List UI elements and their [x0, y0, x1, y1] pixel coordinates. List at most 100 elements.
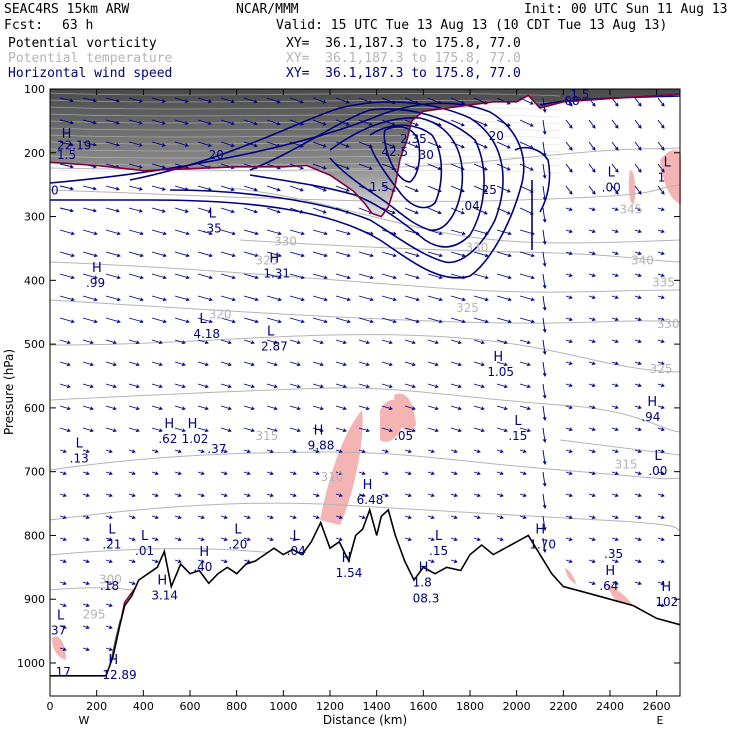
- wind-contour-label: 20: [489, 129, 504, 143]
- theta-contour-label: 320: [209, 308, 232, 322]
- wind-vector-arrow: [128, 163, 143, 169]
- wind-vector-arrow: [657, 449, 665, 454]
- wind-vector-arrow: [588, 537, 596, 542]
- pv-positive-patch: [660, 150, 681, 205]
- wind-vector-arrow: [335, 295, 351, 302]
- wind-vector-arrow: [289, 317, 305, 324]
- wind-vector-arrow: [82, 229, 98, 236]
- wind-vector-arrow: [59, 97, 74, 103]
- wind-vector-arrow: [381, 273, 397, 280]
- wind-vector-arrow: [174, 559, 182, 564]
- wind-vector-arrow: [634, 427, 642, 432]
- wind-vector-arrow: [634, 537, 642, 542]
- extremum-marker: L: [654, 449, 662, 464]
- extremum-value: .15: [508, 429, 527, 443]
- wind-vector-arrow: [289, 229, 305, 236]
- wind-vector-arrow: [59, 625, 67, 630]
- wind-vector-arrow: [381, 163, 396, 170]
- wind-vector-arrow: [128, 251, 144, 258]
- wind-vector-arrow: [151, 207, 166, 213]
- wind-vector-arrow: [473, 471, 481, 476]
- wind-vector-arrow: [657, 207, 665, 212]
- extremum-value: .13: [70, 451, 89, 465]
- wind-vector-arrow: [657, 515, 665, 520]
- y-tick-label: 600: [24, 402, 45, 415]
- wind-vector-arrow: [197, 251, 213, 258]
- wind-vector-arrow: [266, 471, 274, 476]
- wind-vector-arrow: [634, 405, 642, 410]
- wind-vector-arrow: [450, 97, 465, 105]
- wind-vector-arrow: [611, 405, 619, 410]
- wind-vector-arrow: [634, 361, 642, 366]
- wind-vector-arrow: [450, 185, 465, 193]
- wind-vector-arrow: [358, 185, 373, 192]
- x-tick-label: 200: [86, 700, 107, 713]
- wind-vector-arrow: [588, 141, 596, 151]
- pv-striation-line: [49, 127, 561, 132]
- wind-vector-arrow: [220, 361, 232, 367]
- wind-vector-arrow: [197, 295, 213, 302]
- wind-vector-arrow: [657, 185, 665, 195]
- wind-vector-arrow: [634, 251, 642, 256]
- wind-vector-arrow: [496, 251, 512, 258]
- wind-vector-arrow: [59, 251, 75, 258]
- wind-vector-arrow: [335, 405, 347, 411]
- wind-vector-arrow: [496, 537, 504, 542]
- extremum-marker: H: [164, 417, 174, 432]
- wind-vector-arrow: [358, 251, 374, 258]
- extremum-value: 1.70: [529, 537, 556, 551]
- extremum-marker: H: [605, 564, 615, 579]
- extremum-value: 1.02: [182, 432, 209, 446]
- pv-striation-line: [49, 106, 561, 111]
- wind-vector-arrow: [82, 339, 94, 345]
- wind-vector-arrow: [565, 317, 573, 322]
- wind-vector-arrow: [59, 559, 67, 564]
- wind-vector-arrow: [657, 163, 665, 173]
- extremum-value: 1.8: [413, 576, 432, 590]
- wind-vector-arrow: [565, 119, 573, 129]
- wind-vector-arrow: [220, 339, 232, 345]
- wind-vector-arrow: [611, 207, 619, 212]
- wind-vector-arrow: [588, 383, 596, 388]
- wind-vector-arrow: [404, 317, 420, 324]
- wind-vector-arrow: [473, 405, 485, 411]
- wind-vector-arrow: [174, 207, 189, 213]
- wind-vector-arrow: [634, 581, 642, 586]
- wind-vector-arrow: [634, 559, 642, 564]
- wind-vector-arrow: [496, 405, 508, 411]
- wind-vector-arrow: [450, 317, 466, 324]
- extremum-value: 9.88: [308, 439, 335, 453]
- wind-vector-arrow: [243, 449, 251, 454]
- wind-vector-arrow: [312, 361, 324, 367]
- wind-vector-arrow: [450, 163, 465, 171]
- extremum-value: 1: [658, 171, 666, 185]
- extremum-marker: H: [363, 478, 373, 493]
- extremum-marker: L: [141, 529, 149, 544]
- wind-vector-arrow: [151, 449, 159, 454]
- tropopause-line: [49, 93, 681, 218]
- wind-vector-arrow: [335, 251, 351, 258]
- wind-vector-arrow: [289, 207, 304, 214]
- wind-contour-label: .04: [461, 199, 480, 213]
- wind-vector-arrow: [151, 427, 163, 433]
- wind-vector-arrow: [381, 97, 396, 104]
- wind-vector-arrow: [381, 119, 396, 126]
- wind-vector-arrow: [588, 295, 596, 300]
- theta-contour-layer: [49, 147, 681, 601]
- wind-vector-arrow: [565, 185, 573, 195]
- wind-vector-arrow: [473, 427, 485, 433]
- field-name-pv: Potential vorticity: [8, 36, 157, 51]
- wind-vector-arrow: [151, 251, 167, 258]
- wind-vector-arrow: [611, 185, 619, 195]
- wind-vector-arrow: [565, 449, 573, 454]
- wind-contour-label: 42.5: [381, 145, 408, 159]
- wind-vector-arrow: [266, 493, 274, 498]
- wind-vector-arrow: [381, 383, 393, 389]
- extremum-marker: H: [92, 261, 102, 276]
- wind-vector-arrow: [151, 515, 159, 520]
- extremum-value: .35: [604, 547, 623, 561]
- extremum-value: 1.05: [487, 365, 514, 379]
- wind-vector-arrow: [335, 273, 351, 280]
- theta-contour-label: 330: [274, 234, 297, 248]
